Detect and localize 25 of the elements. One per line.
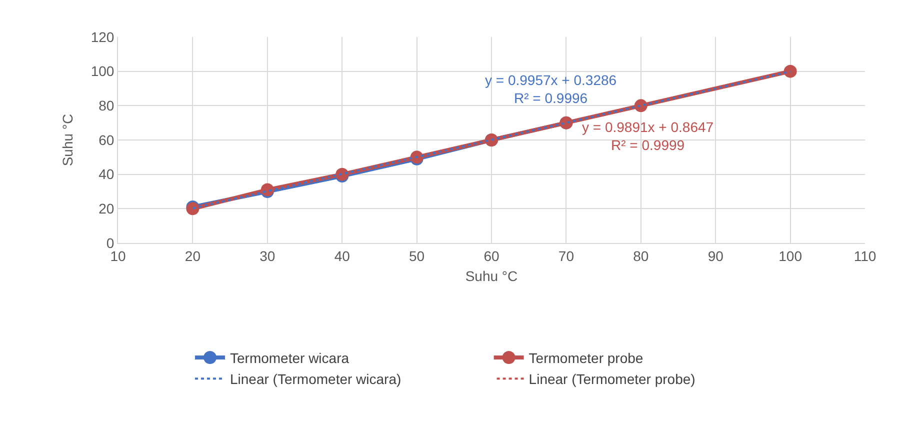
legend-label: Linear (Termometer wicara): [230, 371, 402, 388]
x-tick-label: 60: [484, 248, 500, 264]
x-tick-label: 40: [334, 248, 350, 264]
x-tick-label: 30: [260, 248, 276, 264]
x-tick-label: 100: [778, 248, 802, 264]
x-tick-label: 110: [854, 248, 876, 264]
point: [784, 64, 797, 78]
y-tick-label: 100: [90, 63, 114, 80]
x-tick-label: 20: [184, 248, 201, 264]
legend-label: Linear (Termometer probe): [528, 371, 696, 388]
legend-label: Termometer probe: [528, 350, 644, 366]
annotation: y = 0.9957x + 0.3286 R² = 0.9996: [485, 72, 617, 106]
y-axis-title: Suhu °C: [59, 114, 76, 166]
x-tick-label: 90: [708, 248, 724, 264]
y-tick-label: 80: [98, 98, 114, 114]
legend-label: Termometer wicara: [230, 350, 350, 366]
x-tick-label: 70: [558, 248, 574, 264]
x-tick-label: 50: [409, 248, 425, 264]
y-tick-label: 40: [98, 166, 114, 182]
x-axis-title: Suhu °C: [465, 268, 518, 284]
y-tick-label: 60: [98, 132, 114, 148]
y-tick-label: 20: [98, 200, 114, 217]
annotation: y = 0.9891x + 0.8647 R² = 0.9999: [582, 119, 714, 154]
x-tick-label: 80: [633, 248, 649, 264]
y-tick-label: 120: [90, 28, 114, 45]
